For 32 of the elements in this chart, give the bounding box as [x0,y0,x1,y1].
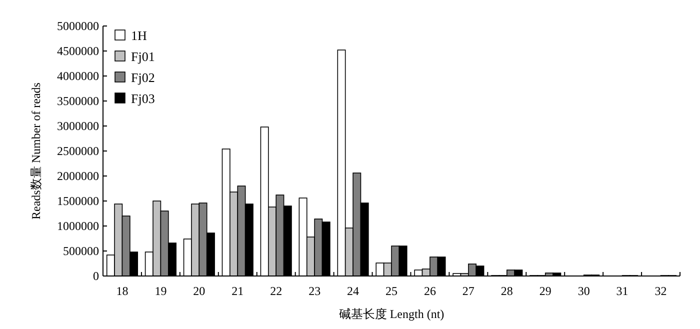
y-tick-label: 1500000 [57,194,99,208]
x-tick-label: 29 [539,284,552,298]
x-tick-label: 21 [232,284,244,298]
y-tick-label: 0 [93,269,99,283]
y-tick-label: 2000000 [57,169,99,183]
legend-label: Fj01 [131,49,155,64]
y-tick-label: 1000000 [57,219,99,233]
x-tick-label: 24 [347,284,360,298]
y-tick-label: 3500000 [57,94,99,108]
x-tick-label: 30 [578,284,590,298]
legend-label: Fj03 [131,91,155,106]
legend-label: 1H [131,28,147,43]
x-tick-label: 18 [116,284,128,298]
x-tick-label: 22 [270,284,282,298]
x-tick-label: 23 [308,284,321,298]
x-tick-label: 31 [616,284,628,298]
x-tick-label: 27 [462,284,474,298]
x-tick-label: 20 [193,284,206,298]
x-tick-label: 25 [386,284,398,298]
y-tick-label: 500000 [63,244,99,258]
x-tick-label: 32 [654,284,667,298]
y-tick-label: 4500000 [57,44,99,58]
x-tick-label: 28 [500,284,513,298]
y-tick-label: 4000000 [57,69,99,83]
x-axis-title: 碱基长度 Length (nt) [338,307,444,321]
legend-label: Fj02 [131,70,155,85]
x-tick-label: 19 [154,284,167,298]
y-axis-title: Reads数量 Number of reads [29,82,43,220]
y-tick-label: 2500000 [57,144,99,158]
y-tick-label: 5000000 [57,19,99,33]
x-tick-label: 26 [424,284,436,298]
y-tick-label: 3000000 [57,119,99,133]
